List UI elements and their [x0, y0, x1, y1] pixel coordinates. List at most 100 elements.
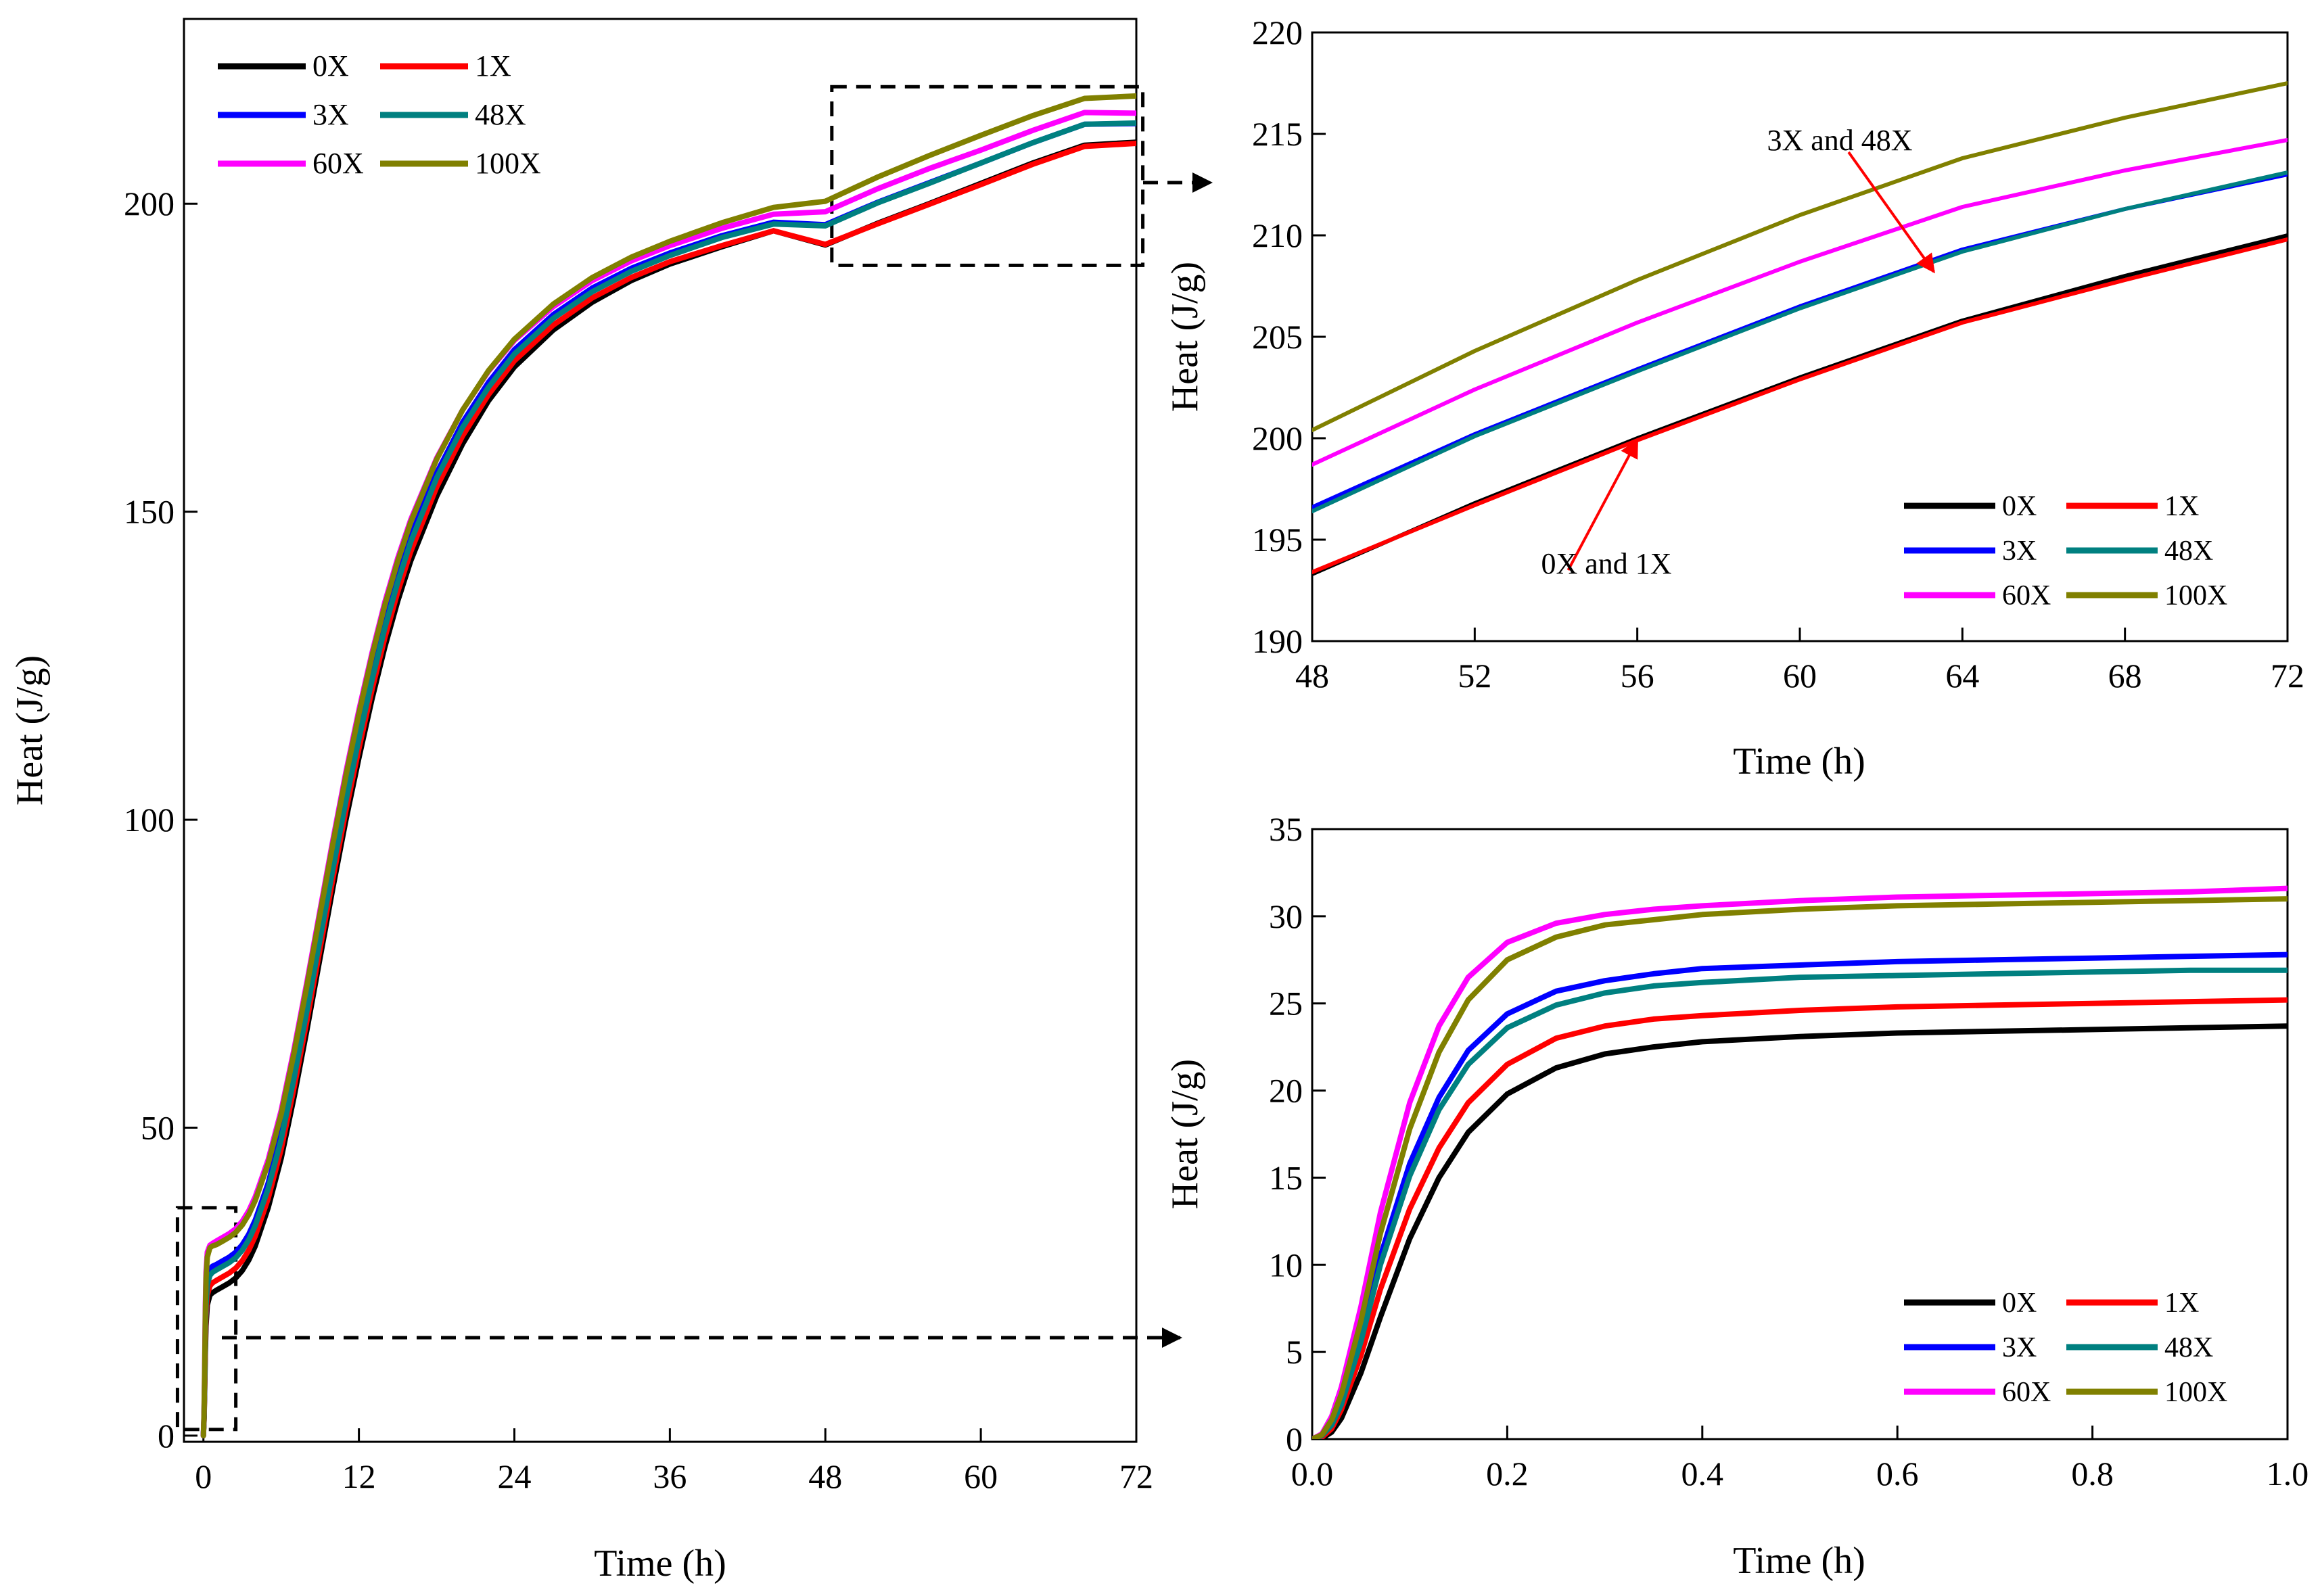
y-tick-label: 195	[1252, 521, 1303, 559]
zoom-top-legend: 0X 1X 3X 48X 60X 100X	[1904, 491, 2227, 611]
zoom-top-axis-ticks: 48 52 56 60 64 68 72 190 195 200 205 210 215 220	[1252, 14, 2304, 695]
legend-label-60x: 60X	[2002, 580, 2051, 611]
legend-label-3x: 3X	[2002, 1332, 2037, 1363]
legend-label-60x: 60X	[312, 147, 364, 180]
legend-label-0x: 0X	[312, 49, 349, 83]
y-tick-label: 5	[1286, 1333, 1303, 1371]
x-tick-label: 0.2	[1486, 1455, 1529, 1493]
main-zoom-boxes	[175, 85, 1145, 1432]
zoom-bottom-x-axis-label: Time (h)	[1733, 1540, 1865, 1582]
zoom-bottom-y-axis-label: Heat (J/g)	[1164, 1059, 1206, 1209]
series-line-60x	[1312, 138, 2288, 467]
series-line-48x	[1312, 967, 2288, 1439]
x-tick-label: 48	[808, 1457, 842, 1495]
main-x-axis-label: Time (h)	[594, 1543, 726, 1585]
series-line-60x	[200, 110, 1136, 1438]
zoom-top-chart: 48 52 56 60 64 68 72 190 195 200 205 210 215 220 3X a…	[1164, 14, 2304, 782]
y-tick-label: 150	[124, 493, 175, 531]
zoom-bottom-chart: 0.0 0.2 0.4 0.6 0.8 1.0 0 5 10 15 20 25 30 35 0X 1X 3X 4…	[1164, 810, 2308, 1582]
series-line-100x	[200, 93, 1136, 1438]
legend-label-1x: 1X	[2164, 1288, 2199, 1319]
zoom-top-annotation-arrows	[1566, 151, 1935, 571]
y-tick-label: 10	[1269, 1246, 1303, 1284]
x-tick-label: 60	[964, 1457, 998, 1495]
series-line-100x	[1312, 81, 2288, 432]
main-chart: 0 12 24 36 48 60 72 0 50 100 150 200 0X 1X 3X 48X 60X 10…	[9, 18, 1153, 1585]
y-tick-label: 200	[1252, 419, 1303, 457]
zoom-bottom-axis-ticks: 0.0 0.2 0.4 0.6 0.8 1.0 0 5 10 15 20 25 30 35	[1269, 810, 2308, 1493]
main-y-axis-label: Heat (J/g)	[9, 655, 51, 805]
legend-label-48x: 48X	[2164, 1332, 2213, 1363]
x-tick-label: 36	[653, 1457, 687, 1495]
series-line-48x	[1312, 170, 2288, 513]
x-tick-label: 0.4	[1681, 1455, 1724, 1493]
legend-label-3x: 3X	[312, 98, 349, 131]
y-tick-label: 0	[158, 1417, 175, 1455]
annotation-0x-1x: 0X and 1X	[1541, 547, 1671, 580]
zoom-top-y-axis-label: Heat (J/g)	[1164, 262, 1206, 412]
y-tick-label: 210	[1252, 216, 1303, 254]
legend-label-0x: 0X	[2002, 491, 2037, 522]
y-tick-label: 25	[1269, 985, 1303, 1023]
legend-label-1x: 1X	[2164, 491, 2199, 522]
legend-label-0x: 0X	[2002, 1288, 2037, 1319]
x-tick-label: 0	[195, 1457, 212, 1495]
y-tick-label: 100	[124, 801, 175, 839]
series-line-0x	[1312, 233, 2288, 576]
zoom-bottom-series-lines	[1312, 885, 2288, 1439]
x-tick-label: 12	[342, 1457, 376, 1495]
main-legend: 0X 1X 3X 48X 60X 100X	[218, 49, 541, 180]
y-tick-label: 190	[1252, 622, 1303, 660]
legend-label-48x: 48X	[475, 98, 526, 131]
main-axis-ticks: 0 12 24 36 48 60 72 0 50 100 150 200	[124, 185, 1153, 1495]
series-line-0x	[1312, 1023, 2288, 1439]
zoom-box-2	[830, 85, 1145, 267]
series-line-100x	[1312, 896, 2288, 1439]
annotation-3x-48x: 3X and 48X	[1767, 124, 1912, 157]
x-tick-label: 72	[2271, 657, 2304, 695]
zoom-bottom-legend: 0X 1X 3X 48X 60X 100X	[1904, 1288, 2227, 1408]
y-tick-label: 200	[124, 185, 175, 222]
y-tick-label: 20	[1269, 1072, 1303, 1110]
series-line-3x	[1312, 172, 2288, 509]
y-tick-label: 30	[1269, 897, 1303, 935]
legend-label-100x: 100X	[2164, 580, 2227, 611]
x-tick-label: 72	[1119, 1457, 1153, 1495]
legend-label-60x: 60X	[2002, 1377, 2051, 1408]
y-tick-label: 220	[1252, 14, 1303, 51]
legend-label-48x: 48X	[2164, 536, 2213, 567]
legend-label-100x: 100X	[475, 147, 541, 180]
y-tick-label: 35	[1269, 810, 1303, 848]
zoom-bottom-plot-frame	[1311, 828, 2289, 1440]
annotation-arrow-1	[1847, 151, 1935, 274]
zoom-box-1	[175, 1206, 238, 1432]
y-tick-label: 50	[141, 1108, 175, 1146]
y-tick-label: 15	[1269, 1158, 1303, 1196]
x-tick-label: 0.0	[1291, 1455, 1334, 1493]
zoom-connectors	[222, 172, 1213, 1348]
x-tick-label: 0.6	[1876, 1455, 1919, 1493]
x-tick-label: 64	[1945, 657, 1979, 695]
main-plot-frame	[183, 18, 1138, 1443]
y-tick-label: 0	[1286, 1420, 1303, 1458]
x-tick-label: 60	[1783, 657, 1817, 695]
y-tick-label: 215	[1252, 115, 1303, 153]
x-tick-label: 1.0	[2267, 1455, 2309, 1493]
legend-label-1x: 1X	[475, 49, 511, 83]
x-tick-label: 52	[1458, 657, 1491, 695]
legend-label-100x: 100X	[2164, 1377, 2227, 1408]
x-tick-label: 68	[2108, 657, 2142, 695]
main-series-lines	[200, 93, 1136, 1438]
x-tick-label: 48	[1295, 657, 1329, 695]
annotation-arrow-2	[1566, 438, 1639, 571]
y-tick-label: 205	[1252, 318, 1303, 356]
series-line-1x	[1312, 237, 2288, 574]
x-tick-label: 24	[497, 1457, 531, 1495]
series-line-48x	[200, 120, 1136, 1438]
legend-label-3x: 3X	[2002, 536, 2037, 567]
x-tick-label: 0.8	[2071, 1455, 2114, 1493]
zoom-top-series-lines	[1312, 81, 2288, 576]
zoom-top-x-axis-label: Time (h)	[1733, 741, 1865, 782]
x-tick-label: 56	[1621, 657, 1654, 695]
